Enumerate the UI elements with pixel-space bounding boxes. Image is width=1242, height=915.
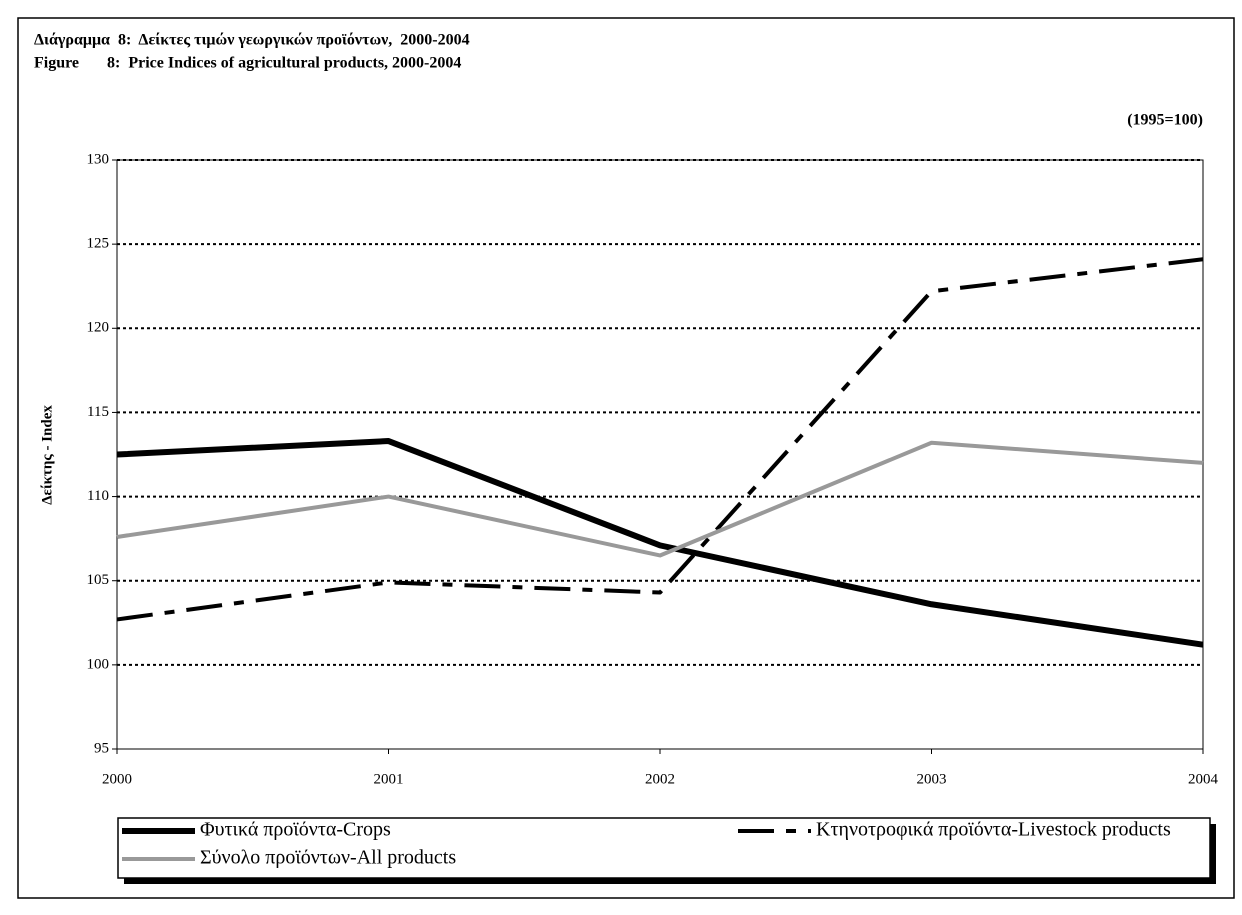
y-tick-label: 110 bbox=[87, 488, 109, 504]
frame bbox=[17, 17, 1235, 899]
x-tick-label: 2002 bbox=[645, 771, 675, 787]
y-tick-label: 100 bbox=[87, 656, 110, 672]
chart-subtitle: Figure 8: Price Indices of agricultural … bbox=[34, 55, 461, 72]
series-line bbox=[116, 438, 1204, 648]
x-tick-label: 2004 bbox=[1188, 771, 1219, 787]
x-tick-label: 2001 bbox=[374, 771, 404, 787]
y-tick-label: 120 bbox=[87, 320, 110, 336]
annotation: (1995=100) bbox=[1127, 112, 1203, 129]
legend-label: Φυτικά προϊόντα-Crops bbox=[200, 819, 391, 841]
series-line bbox=[116, 440, 1204, 558]
legend-label: Κτηνοτροφικά προϊόντα-Livestock products bbox=[816, 819, 1171, 841]
y-tick-label: 125 bbox=[87, 236, 110, 252]
chart-title: Διάγραμμα 8: Δείκτες τιμών γεωργικών προ… bbox=[34, 32, 470, 49]
series-line bbox=[116, 257, 1204, 622]
y-tick-label: 115 bbox=[87, 404, 109, 420]
x-tick-label: 2003 bbox=[917, 771, 947, 787]
y-tick-label: 105 bbox=[87, 572, 110, 588]
legend-box bbox=[117, 817, 1211, 879]
legend-label: Σύνολο προϊόντων-All products bbox=[200, 847, 456, 869]
plot-area bbox=[116, 159, 1204, 750]
y-axis-title: Δείκτης - Index bbox=[39, 405, 55, 505]
y-tick-label: 95 bbox=[94, 740, 109, 756]
x-tick-label: 2000 bbox=[102, 771, 132, 787]
y-tick-label: 130 bbox=[87, 151, 110, 167]
